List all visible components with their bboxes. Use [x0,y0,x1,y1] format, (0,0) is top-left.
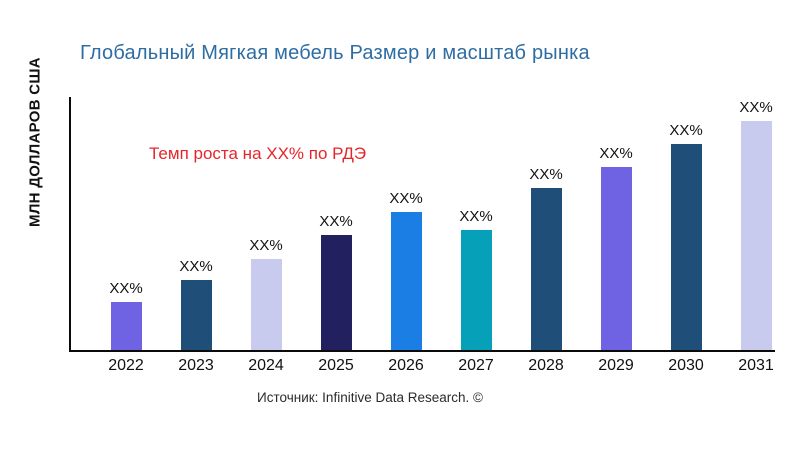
x-tick-2025: 2025 [318,357,354,374]
bar-2028 [530,188,562,350]
bar-2030 [670,144,702,350]
x-tick-2022: 2022 [108,357,144,374]
source-attribution: Источник: Infinitive Data Research. © [257,390,483,405]
x-tick-2029: 2029 [598,357,634,374]
bar-value-label-2025: XX% [319,213,353,230]
bar-value-label-2024: XX% [249,237,283,254]
bar-value-label-2030: XX% [669,122,703,139]
bar-2029 [600,167,632,350]
plot-area: XX% XX% XX% XX% XX% XX% XX% XX% XX% XX% [69,97,775,352]
y-axis-title: МЛН ДОЛЛАРОВ США [26,57,44,227]
bar-2026 [390,212,422,350]
x-tick-2026: 2026 [388,357,424,374]
bar-value-label-2031: XX% [739,99,773,116]
bar-2023 [180,280,212,350]
growth-rate-annotation: Темп роста на XX% по РДЭ [149,144,367,163]
x-tick-2028: 2028 [528,357,564,374]
x-tick-2023: 2023 [178,357,214,374]
bar-value-label-2022: XX% [109,280,143,297]
bar-value-label-2028: XX% [529,166,563,183]
bar-value-label-2023: XX% [179,258,213,275]
bar-value-label-2027: XX% [459,208,493,225]
bar-2022 [110,302,142,350]
bar-2025 [320,235,352,350]
x-tick-2031: 2031 [738,357,774,374]
x-tick-2024: 2024 [248,357,284,374]
x-tick-2027: 2027 [458,357,494,374]
x-axis: 2022 2023 2024 2025 2026 2027 2028 2029 2030 2031 [0,357,800,377]
bar-2031 [740,121,772,350]
bar-2027 [460,230,492,350]
bar-value-label-2029: XX% [599,145,633,162]
x-tick-2030: 2030 [668,357,704,374]
chart-title: Глобальный Мягкая мебель Размер и масшта… [80,42,590,64]
bar-value-label-2026: XX% [389,190,423,207]
bar-2024 [250,259,282,350]
